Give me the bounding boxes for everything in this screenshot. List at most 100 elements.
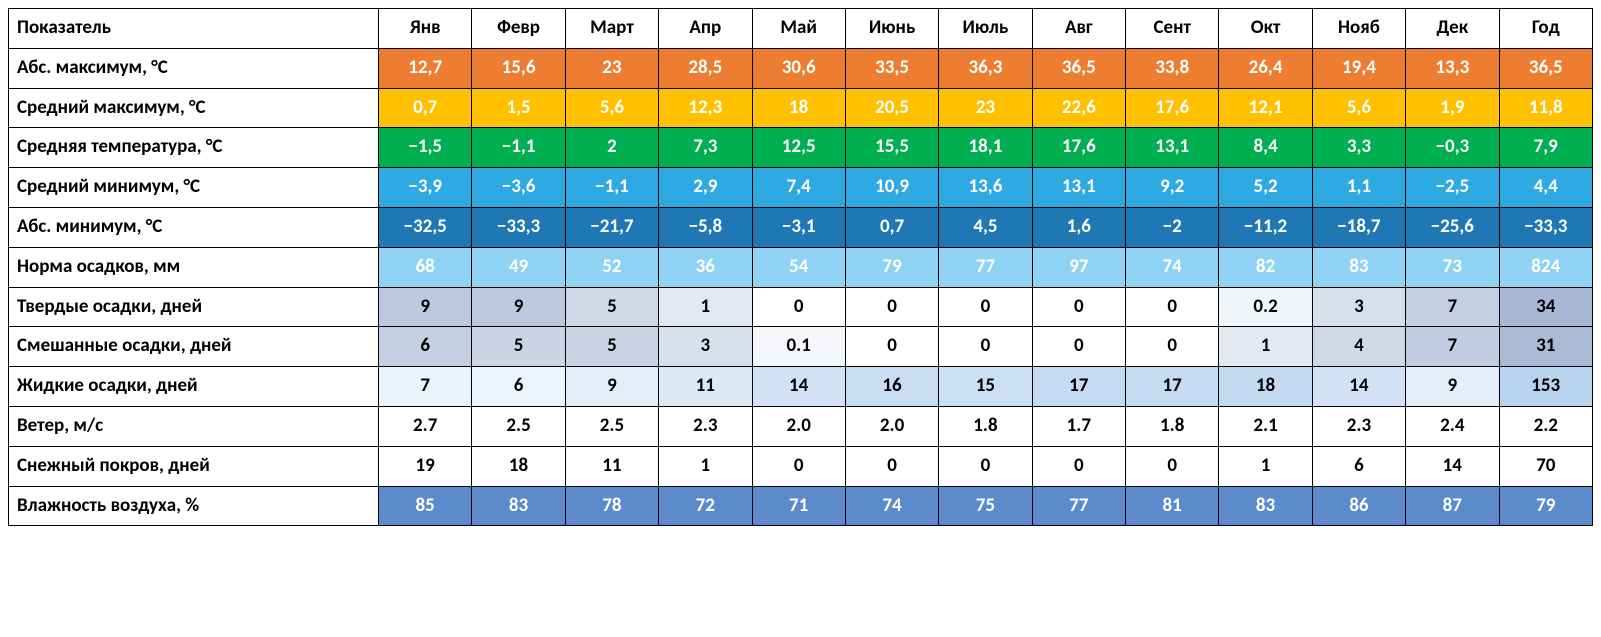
row-label: Средняя температура, °C	[9, 128, 379, 168]
data-cell: −2	[1126, 207, 1219, 247]
data-cell: 0	[939, 446, 1032, 486]
data-cell: 23	[939, 88, 1032, 128]
table-row: Твердые осадки, дней9951000000.23734	[9, 287, 1593, 327]
data-cell: 0	[939, 287, 1032, 327]
data-cell: −33,3	[472, 207, 565, 247]
data-cell: 7,9	[1499, 128, 1593, 168]
row-label: Жидкие осадки, дней	[9, 367, 379, 407]
table-row: Абс. минимум, °C−32,5−33,3−21,7−5,8−3,10…	[9, 207, 1593, 247]
data-cell: 0.2	[1219, 287, 1312, 327]
data-cell: 2.1	[1219, 406, 1312, 446]
table-row: Влажность воздуха, %85837872717475778183…	[9, 486, 1593, 526]
month-header: Янв	[379, 9, 472, 49]
data-cell: 18	[752, 88, 845, 128]
data-cell: 9	[565, 367, 658, 407]
table-row: Смешанные осадки, дней65530.1000014731	[9, 327, 1593, 367]
data-cell: 11	[659, 367, 752, 407]
data-cell: 1	[659, 446, 752, 486]
data-cell: 2.5	[565, 406, 658, 446]
row-label: Твердые осадки, дней	[9, 287, 379, 327]
data-cell: 0	[752, 287, 845, 327]
data-cell: 1,6	[1032, 207, 1125, 247]
data-cell: 79	[845, 247, 938, 287]
data-cell: 82	[1219, 247, 1312, 287]
month-header: Март	[565, 9, 658, 49]
data-cell: −1,1	[472, 128, 565, 168]
data-cell: −3,1	[752, 207, 845, 247]
data-cell: 15,6	[472, 48, 565, 88]
data-cell: 81	[1126, 486, 1219, 526]
data-cell: 78	[565, 486, 658, 526]
data-cell: 0	[845, 287, 938, 327]
data-cell: 17	[1126, 367, 1219, 407]
data-cell: 14	[752, 367, 845, 407]
data-cell: 7,4	[752, 168, 845, 208]
data-cell: 9	[379, 287, 472, 327]
row-label: Ветер, м/с	[9, 406, 379, 446]
row-label: Абс. минимум, °C	[9, 207, 379, 247]
data-cell: 87	[1406, 486, 1499, 526]
data-cell: 8,4	[1219, 128, 1312, 168]
data-cell: 0	[845, 327, 938, 367]
data-cell: 9	[472, 287, 565, 327]
data-cell: 52	[565, 247, 658, 287]
data-cell: 97	[1032, 247, 1125, 287]
data-cell: 17,6	[1032, 128, 1125, 168]
month-header: Дек	[1406, 9, 1499, 49]
data-cell: 10,9	[845, 168, 938, 208]
data-cell: 18,1	[939, 128, 1032, 168]
month-header: Окт	[1219, 9, 1312, 49]
month-header: Февр	[472, 9, 565, 49]
data-cell: 2.0	[845, 406, 938, 446]
data-cell: 20,5	[845, 88, 938, 128]
month-header: Нояб	[1312, 9, 1405, 49]
row-label: Снежный покров, дней	[9, 446, 379, 486]
data-cell: 2.0	[752, 406, 845, 446]
data-cell: 1.7	[1032, 406, 1125, 446]
data-cell: 9,2	[1126, 168, 1219, 208]
month-header: Июль	[939, 9, 1032, 49]
table-row: Средний минимум, °C−3,9−3,6−1,12,97,410,…	[9, 168, 1593, 208]
data-cell: 22,6	[1032, 88, 1125, 128]
data-cell: 26,4	[1219, 48, 1312, 88]
data-cell: 74	[1126, 247, 1219, 287]
data-cell: 4,5	[939, 207, 1032, 247]
data-cell: 0,7	[379, 88, 472, 128]
table-row: Снежный покров, дней191811100000161470	[9, 446, 1593, 486]
data-cell: −2,5	[1406, 168, 1499, 208]
data-cell: 6	[472, 367, 565, 407]
data-cell: 1,5	[472, 88, 565, 128]
data-cell: 3,3	[1312, 128, 1405, 168]
data-cell: 14	[1312, 367, 1405, 407]
data-cell: 83	[1312, 247, 1405, 287]
data-cell: 1,1	[1312, 168, 1405, 208]
data-cell: 0	[1126, 446, 1219, 486]
header-row: Показатель ЯнвФеврМартАпрМайИюньИюльАвгС…	[9, 9, 1593, 49]
data-cell: 0	[939, 327, 1032, 367]
data-cell: 12,3	[659, 88, 752, 128]
data-cell: 5,6	[1312, 88, 1405, 128]
month-header: Май	[752, 9, 845, 49]
data-cell: 13,6	[939, 168, 1032, 208]
data-cell: 74	[845, 486, 938, 526]
data-cell: 14	[1406, 446, 1499, 486]
data-cell: 5	[565, 327, 658, 367]
data-cell: 7	[1406, 327, 1499, 367]
data-cell: 1	[659, 287, 752, 327]
data-cell: 68	[379, 247, 472, 287]
data-cell: 30,6	[752, 48, 845, 88]
data-cell: −11,2	[1219, 207, 1312, 247]
data-cell: 2.2	[1499, 406, 1593, 446]
data-cell: 4	[1312, 327, 1405, 367]
data-cell: 71	[752, 486, 845, 526]
data-cell: −25,6	[1406, 207, 1499, 247]
data-cell: 36,5	[1032, 48, 1125, 88]
data-cell: 6	[379, 327, 472, 367]
data-cell: −18,7	[1312, 207, 1405, 247]
month-header: Сент	[1126, 9, 1219, 49]
climate-table: Показатель ЯнвФеврМартАпрМайИюньИюльАвгС…	[8, 8, 1593, 526]
data-cell: 11,8	[1499, 88, 1593, 128]
data-cell: 19	[379, 446, 472, 486]
data-cell: −3,9	[379, 168, 472, 208]
data-cell: 33,5	[845, 48, 938, 88]
